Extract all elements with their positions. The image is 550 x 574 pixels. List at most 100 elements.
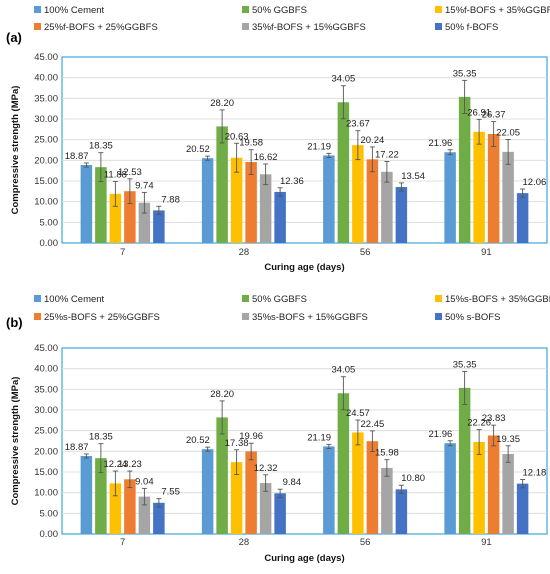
error-bar (127, 178, 133, 205)
bar (274, 191, 286, 243)
y-tick-label: 15.00 (34, 467, 58, 478)
data-label: 13.54 (401, 171, 425, 182)
legend-swatch (34, 313, 41, 320)
legend-item: 25%f-BOFS + 25%GGBFS (34, 22, 158, 33)
bar (138, 496, 151, 534)
data-label: 17.22 (375, 149, 399, 160)
y-tick-label: 15.00 (34, 176, 58, 187)
x-axis-title: Curing age (days) (264, 262, 344, 273)
bar (395, 489, 408, 534)
data-label: 12.24 (103, 459, 127, 470)
error-bar (112, 181, 118, 207)
x-tick-label: 91 (481, 247, 492, 258)
error-bar (447, 440, 453, 447)
bar (444, 152, 456, 243)
error-bar (277, 187, 283, 197)
y-tick-label: 35.00 (34, 93, 58, 104)
data-label: 12.32 (254, 463, 278, 474)
chart-panel-b: (b) 100% Cement 50% GGBFS 15%s-BOFS + 35%GG… (6, 294, 550, 564)
error-bar (326, 152, 332, 158)
bar (473, 441, 485, 534)
x-tick-label: 7 (120, 537, 125, 548)
error-bar (398, 182, 404, 192)
error-bar (476, 429, 482, 455)
bar (230, 157, 243, 243)
data-label: 26.91 (467, 107, 491, 118)
x-tick-label: 28 (239, 537, 250, 548)
bar (245, 451, 257, 534)
chart-panel-a: (a) 100% Cement 50% GGBFS 15%f-BOFS + 35%GG… (6, 5, 550, 273)
error-bar (326, 443, 332, 449)
error-bar (141, 191, 147, 214)
bar (201, 158, 214, 243)
error-bar (98, 443, 104, 474)
error-bar (277, 488, 283, 498)
legend-label: 100% Cement (44, 5, 105, 16)
y-tick-label: 45.00 (34, 343, 58, 354)
bar (245, 162, 257, 243)
legend-swatch (435, 23, 442, 30)
error-bar (234, 142, 240, 173)
error-bar (127, 470, 133, 489)
plot-frame (61, 347, 548, 535)
error-bar (83, 162, 89, 168)
data-label: 20.52 (186, 144, 210, 155)
error-bar (369, 430, 375, 452)
error-bar (384, 459, 390, 477)
x-tick-label: 56 (360, 247, 371, 258)
x-tick-label: 28 (239, 247, 250, 258)
error-bar (156, 205, 162, 216)
y-tick-label: 20.00 (34, 155, 58, 166)
y-tick-label: 30.00 (34, 405, 58, 416)
data-label: 18.87 (65, 151, 89, 162)
data-label: 28.20 (210, 389, 234, 400)
data-label: 23.67 (346, 119, 370, 130)
data-label: 34.05 (331, 74, 355, 85)
bar (259, 483, 272, 534)
y-axis-title: Compressive strength (MPa) (10, 377, 21, 506)
error-bar (98, 152, 104, 183)
error-bar (248, 149, 254, 175)
error-bar (476, 118, 482, 145)
data-label: 7.55 (161, 487, 180, 498)
legend-label: 25%f-BOFS + 25%GGBFS (44, 22, 158, 33)
data-label: 26.37 (482, 110, 506, 121)
data-label: 12.18 (522, 468, 546, 479)
y-tick-label: 0.00 (40, 238, 59, 249)
legend-item: 35%f-BOFS + 15%GGBFS (242, 22, 366, 33)
data-label: 16.62 (254, 152, 278, 163)
data-label: 17.38 (225, 438, 249, 449)
y-tick-label: 5.00 (40, 217, 59, 228)
error-bar (520, 188, 526, 198)
legend-item: 15%s-BOFS + 35%GGBFS (435, 294, 550, 305)
bar (216, 417, 228, 534)
bar (352, 432, 364, 534)
x-tick-label: 91 (481, 537, 492, 548)
bar (516, 483, 529, 534)
data-label: 19.58 (239, 138, 263, 149)
error-bar (340, 85, 346, 120)
legend-swatch (435, 6, 442, 13)
data-label: 20.24 (360, 135, 384, 146)
error-bar (491, 121, 497, 147)
y-tick-label: 10.00 (34, 197, 58, 208)
bar (80, 165, 93, 243)
data-label: 9.84 (283, 477, 302, 488)
bar (274, 493, 286, 534)
legend-label: 35%f-BOFS + 15%GGBFS (252, 22, 366, 33)
y-axis-title: Compressive strength (MPa) (10, 86, 21, 215)
legend-label: 100% Cement (44, 294, 105, 305)
data-label: 28.20 (210, 98, 234, 109)
bar (95, 167, 107, 243)
data-label: 12.53 (118, 167, 142, 178)
x-axis-title: Curing age (days) (264, 553, 344, 564)
data-label: 23.83 (482, 413, 506, 424)
bar (216, 126, 228, 243)
y-tick-label: 10.00 (34, 488, 58, 499)
bar (124, 479, 136, 534)
y-tick-label: 25.00 (34, 426, 58, 437)
error-bar (112, 470, 118, 497)
data-label: 19.35 (496, 434, 520, 445)
error-bar (234, 449, 240, 476)
y-tick-label: 40.00 (34, 73, 58, 84)
